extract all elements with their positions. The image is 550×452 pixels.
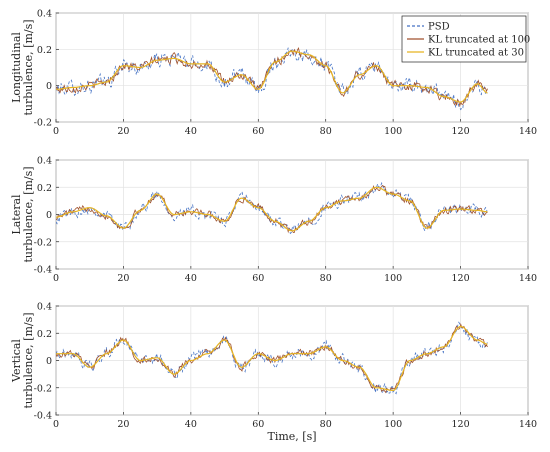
y-axis-label-line: turbulence, [m/s] (22, 312, 35, 408)
y-tick-label: 0.4 (37, 9, 52, 20)
x-tick-label: 20 (117, 273, 129, 284)
x-tick-label: 100 (384, 273, 402, 284)
x-tick-label: 60 (252, 419, 264, 430)
x-tick-label: 120 (452, 273, 470, 284)
panel-3: 0 20 40 60 80 100 120 140-0.4-0.200.20.4Vertica… (10, 302, 537, 444)
x-tick-label: 40 (185, 273, 197, 284)
x-tick-label: 100 (384, 419, 402, 430)
y-axis-label-line: turbulence, [m/s] (22, 19, 35, 115)
x-tick-label: 40 (185, 419, 197, 430)
series-line-kl-truncated-at-100 (56, 323, 488, 394)
y-tick-label: -0.2 (34, 383, 52, 394)
y-axis-label: Lateralturbulence, [m/s] (10, 166, 35, 262)
x-tick-label: 140 (519, 419, 537, 430)
y-tick-label: 0.2 (37, 329, 52, 340)
y-tick-label: 0 (46, 81, 52, 92)
panel-2: 0 20 40 60 80 100 120 140-0.4-0.200.20.4Lateral… (10, 156, 537, 285)
x-tick-label: 80 (320, 126, 332, 137)
y-tick-label: 0.4 (37, 302, 52, 313)
y-tick-label: -0.2 (34, 237, 52, 248)
series-line-kl-truncated-at-30 (56, 50, 488, 103)
x-tick-label: 80 (320, 273, 332, 284)
series-line-kl-truncated-at-30 (56, 186, 488, 232)
y-axis-label-line: Vertical (10, 339, 23, 383)
x-axis-label: Time, [s] (267, 430, 316, 443)
y-tick-label: -0.4 (34, 411, 52, 422)
x-tick-label: 140 (519, 273, 537, 284)
panel-1: 0 20 40 60 80 100 120 140-0.200.20.4Longitudina… (10, 9, 537, 138)
x-tick-label: 100 (384, 126, 402, 137)
y-tick-label: 0.2 (37, 45, 52, 56)
legend-entry: KL truncated at 30 (428, 48, 524, 59)
x-tick-label: 20 (117, 419, 129, 430)
x-tick-label: 60 (252, 126, 264, 137)
y-axis-label-line: Lateral (10, 194, 23, 235)
x-tick-label: 120 (452, 419, 470, 430)
legend: PSD KL truncated at 100 KL truncated at 30 (401, 15, 530, 63)
series-line-psd (56, 47, 488, 111)
x-tick-label: 0 (53, 273, 59, 284)
y-tick-label: 0.4 (37, 156, 52, 167)
x-tick-label: 0 (53, 126, 59, 137)
x-tick-label: 120 (452, 126, 470, 137)
y-axis-label-line: turbulence, [m/s] (22, 166, 35, 262)
y-tick-label: 0 (46, 356, 52, 367)
y-tick-label: 0 (46, 210, 52, 221)
legend-entry: KL truncated at 100 (428, 35, 530, 46)
x-tick-label: 80 (320, 419, 332, 430)
y-tick-label: 0.2 (37, 183, 52, 194)
y-tick-label: -0.2 (34, 118, 52, 129)
series-line-kl-truncated-at-30 (56, 325, 488, 392)
x-tick-label: 20 (117, 126, 129, 137)
y-tick-label: -0.4 (34, 265, 52, 276)
x-tick-label: 40 (185, 126, 197, 137)
x-tick-label: 140 (519, 126, 537, 137)
y-axis-label: Verticalturbulence, [m/s] (10, 312, 35, 408)
y-axis-label: Longitudinalturbulence, [m/s] (10, 19, 35, 115)
legend-entry: PSD (428, 22, 450, 33)
x-tick-label: 0 (53, 419, 59, 430)
x-tick-label: 60 (252, 273, 264, 284)
series-line-psd (56, 321, 488, 395)
series-line-psd (56, 182, 488, 235)
y-axis-label-line: Longitudinal (10, 32, 23, 103)
